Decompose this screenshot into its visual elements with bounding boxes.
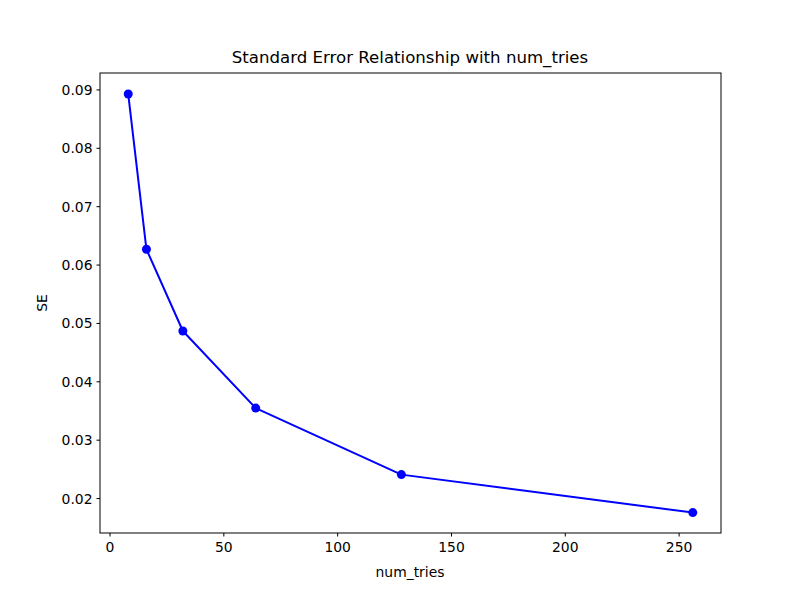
x-tick-label: 100 [324, 539, 351, 555]
y-axis-ticks: 0.02 0.03 0.04 0.05 0.06 0.07 0.08 0.09 [62, 82, 100, 507]
x-axis-ticks: 0 50 100 150 200 250 [106, 533, 693, 555]
plot-area [100, 73, 721, 533]
y-tick-label: 0.04 [62, 374, 93, 390]
chart-title: Standard Error Relationship with num_tri… [232, 48, 588, 68]
x-tick-label: 50 [215, 539, 233, 555]
y-tick-label: 0.07 [62, 199, 93, 215]
y-tick-label: 0.08 [62, 140, 93, 156]
y-tick-label: 0.03 [62, 432, 93, 448]
x-tick-label: 0 [106, 539, 115, 555]
y-tick-label: 0.02 [62, 491, 93, 507]
x-tick-label: 150 [438, 539, 465, 555]
plot-canvas: 0 50 100 150 200 250 0.02 0.03 0.04 0.05 0.06 0.07… [0, 0, 800, 600]
y-tick-label: 0.09 [62, 82, 93, 98]
x-tick-label: 200 [552, 539, 579, 555]
x-tick-label: 250 [666, 539, 693, 555]
data-point [178, 327, 187, 336]
data-point [124, 90, 133, 99]
data-point [142, 245, 151, 254]
data-point [397, 470, 406, 479]
data-point [251, 404, 260, 413]
data-point [688, 508, 697, 517]
y-tick-label: 0.06 [62, 257, 93, 273]
y-tick-label: 0.05 [62, 315, 93, 331]
figure: 0 50 100 150 200 250 0.02 0.03 0.04 0.05 0.06 0.07… [0, 0, 800, 600]
x-axis-label: num_tries [376, 564, 445, 580]
y-axis-label: SE [34, 294, 50, 312]
